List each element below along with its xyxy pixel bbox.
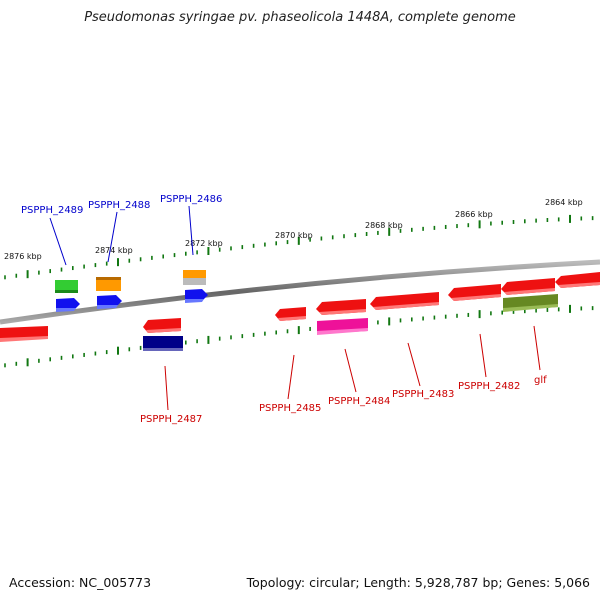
gene-blue-3-shade	[185, 299, 204, 303]
leader-line-2487	[164, 365, 169, 411]
gene-pspph-2485-shade	[278, 316, 306, 321]
gene-pspph-2489-shade	[55, 290, 78, 293]
accession-text: Accession: NC_005773	[9, 575, 152, 590]
gene-label-glf[interactable]: glf	[534, 375, 547, 386]
gene-pspph-2486[interactable]	[183, 270, 206, 278]
scale-label-2864: 2864 kbp	[545, 198, 583, 207]
scale-label-2870: 2870 kbp	[275, 231, 313, 240]
gene-red-right-shade	[558, 282, 600, 288]
gene-label-2482[interactable]: PSPPH_2482	[458, 381, 520, 392]
gene-label-2489[interactable]: PSPPH_2489	[21, 205, 83, 216]
leader-line-2488	[107, 211, 118, 263]
gene-olive-shade	[503, 304, 558, 312]
genome-backbone	[0, 259, 600, 325]
gene-label-2485[interactable]: PSPPH_2485	[259, 403, 321, 414]
gene-blue-2-shade	[97, 305, 118, 309]
leader-line-2483	[407, 342, 421, 387]
leader-line-2486	[188, 205, 194, 256]
gene-blue-3[interactable]	[185, 289, 208, 302]
scale-label-2874: 2874 kbp	[95, 246, 133, 255]
gene-pspph-2484-shade	[319, 309, 366, 315]
gene-label-2488[interactable]: PSPPH_2488	[88, 200, 150, 211]
scale-label-2876: 2876 kbp	[4, 252, 42, 261]
gene-label-2487[interactable]: PSPPH_2487	[140, 414, 202, 425]
genome-info-text: Topology: circular; Length: 5,928,787 bp…	[246, 575, 590, 590]
leader-line-glf	[533, 325, 541, 371]
gene-pspph-2488-shade	[96, 277, 121, 280]
map-title: Pseudomonas syringae pv. phaseolicola 14…	[84, 10, 516, 25]
gene-glf-shade	[504, 288, 555, 295]
gene-navy[interactable]	[143, 336, 183, 350]
gene-pspph-2488[interactable]	[96, 277, 121, 291]
gene-pspph-2486-grey	[183, 278, 206, 285]
gene-label-2483[interactable]: PSPPH_2483	[392, 389, 454, 400]
gene-pspph-2483-shade	[373, 302, 439, 310]
gene-pspph-2482-shade	[451, 294, 501, 301]
leader-line-2485	[287, 354, 295, 400]
gene-blue-1[interactable]	[56, 298, 80, 311]
scale-label-2868: 2868 kbp	[365, 221, 403, 230]
forward-genes	[55, 270, 208, 312]
outer-tick-ring	[4, 214, 594, 280]
reverse-genes	[0, 272, 600, 351]
gene-label-2484[interactable]: PSPPH_2484	[328, 396, 390, 407]
scale-label-2872: 2872 kbp	[185, 239, 223, 248]
leader-line-2489	[49, 217, 67, 266]
gene-red-left-shade	[0, 336, 48, 342]
leader-line-2484	[344, 348, 357, 393]
leader-line-2482	[479, 333, 487, 378]
gene-blue-2[interactable]	[97, 295, 122, 308]
gene-label-2486[interactable]: PSPPH_2486	[160, 194, 222, 205]
gene-pspph-2487-shade	[146, 328, 181, 333]
gene-blue-1-shade	[56, 308, 76, 312]
gene-magenta-shade	[317, 328, 368, 335]
gene-navy-shade	[143, 348, 183, 351]
scale-label-2866: 2866 kbp	[455, 210, 493, 219]
gene-pspph-2489[interactable]	[55, 280, 78, 293]
